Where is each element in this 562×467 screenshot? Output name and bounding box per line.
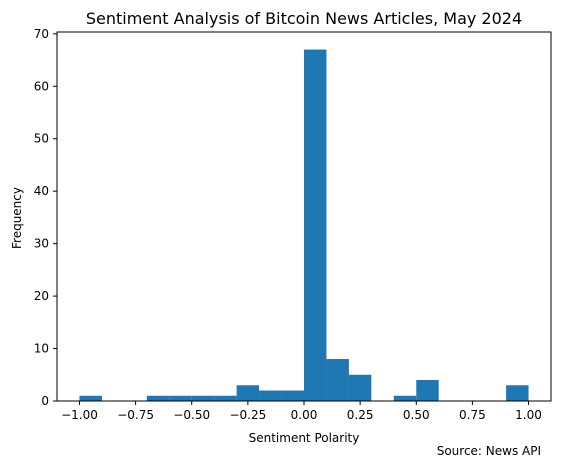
y-tick-label: 20 (34, 289, 49, 303)
histogram-bar (147, 396, 169, 401)
y-tick-label: 50 (34, 132, 49, 146)
histogram-bar (304, 50, 326, 401)
x-tick-label: 0.25 (347, 408, 374, 422)
x-tick-label: −0.75 (117, 408, 154, 422)
y-axis-label: Frequency (10, 187, 24, 249)
histogram-bar (237, 385, 259, 401)
x-tick-label: 0.00 (291, 408, 318, 422)
y-tick-label: 60 (34, 79, 49, 93)
y-tick-label: 30 (34, 237, 49, 251)
x-tick-label: 1.00 (515, 408, 542, 422)
y-tick-label: 40 (34, 184, 49, 198)
x-tick-label: 0.50 (403, 408, 430, 422)
histogram-bar (259, 391, 281, 401)
source-note: Source: News API (437, 444, 541, 458)
histogram-bar (169, 396, 191, 401)
histogram-bar (214, 396, 236, 401)
x-tick-label: −0.25 (229, 408, 266, 422)
x-tick-label: −1.00 (61, 408, 98, 422)
histogram-bar (79, 396, 101, 401)
x-axis-label: Sentiment Polarity (249, 431, 360, 445)
y-tick-label: 0 (41, 394, 49, 408)
histogram-bar (394, 396, 416, 401)
histogram-bar (282, 391, 304, 401)
x-tick-label: −0.50 (173, 408, 210, 422)
chart-title: Sentiment Analysis of Bitcoin News Artic… (86, 9, 522, 28)
histogram-bar (326, 359, 348, 401)
histogram-bar (416, 380, 438, 401)
x-tick-label: 0.75 (459, 408, 486, 422)
histogram-bar (506, 385, 528, 401)
y-tick-label: 70 (34, 27, 49, 41)
histogram-bar (192, 396, 214, 401)
histogram-bar (349, 375, 371, 401)
y-tick-label: 10 (34, 342, 49, 356)
